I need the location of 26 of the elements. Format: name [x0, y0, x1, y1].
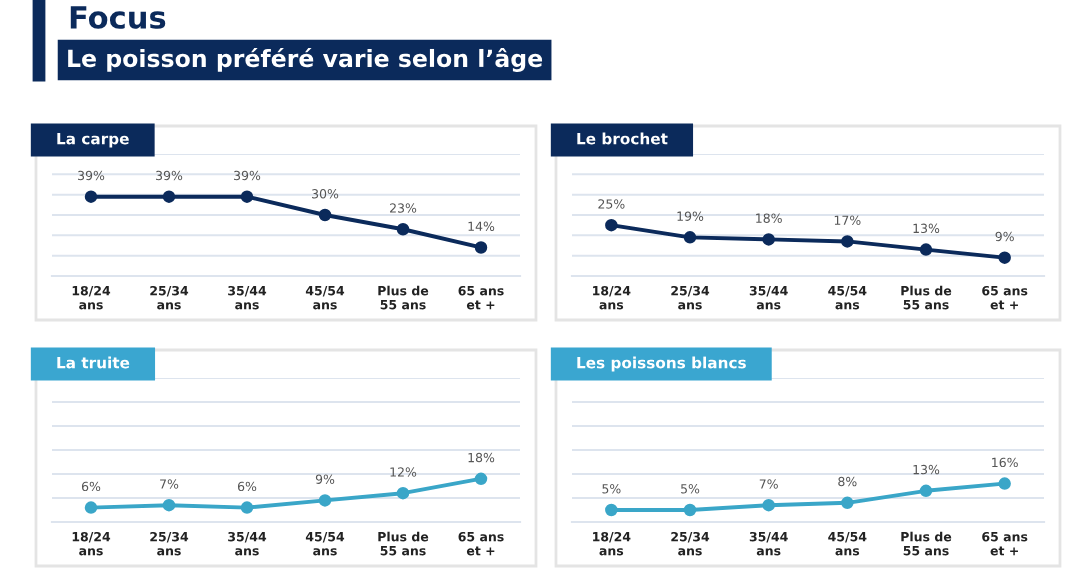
point — [841, 235, 854, 248]
point — [605, 503, 618, 517]
point — [474, 472, 488, 486]
point — [318, 208, 332, 222]
point — [84, 190, 98, 203]
point — [162, 498, 176, 512]
point — [396, 222, 410, 236]
point — [605, 218, 618, 232]
text: Le poisson préféré varie selon l’âge — [68, 48, 543, 72]
point — [762, 498, 775, 512]
point — [919, 484, 933, 498]
point — [841, 496, 854, 510]
point — [84, 501, 98, 514]
point — [162, 190, 176, 203]
point — [683, 503, 697, 517]
point — [998, 251, 1011, 264]
point — [998, 477, 1011, 490]
text: Focus — [70, 6, 166, 29]
point — [240, 501, 254, 514]
point — [396, 486, 410, 500]
point — [762, 233, 775, 246]
point — [474, 241, 488, 254]
point — [240, 190, 254, 203]
point — [683, 231, 697, 244]
point — [919, 243, 933, 256]
point — [318, 494, 332, 507]
